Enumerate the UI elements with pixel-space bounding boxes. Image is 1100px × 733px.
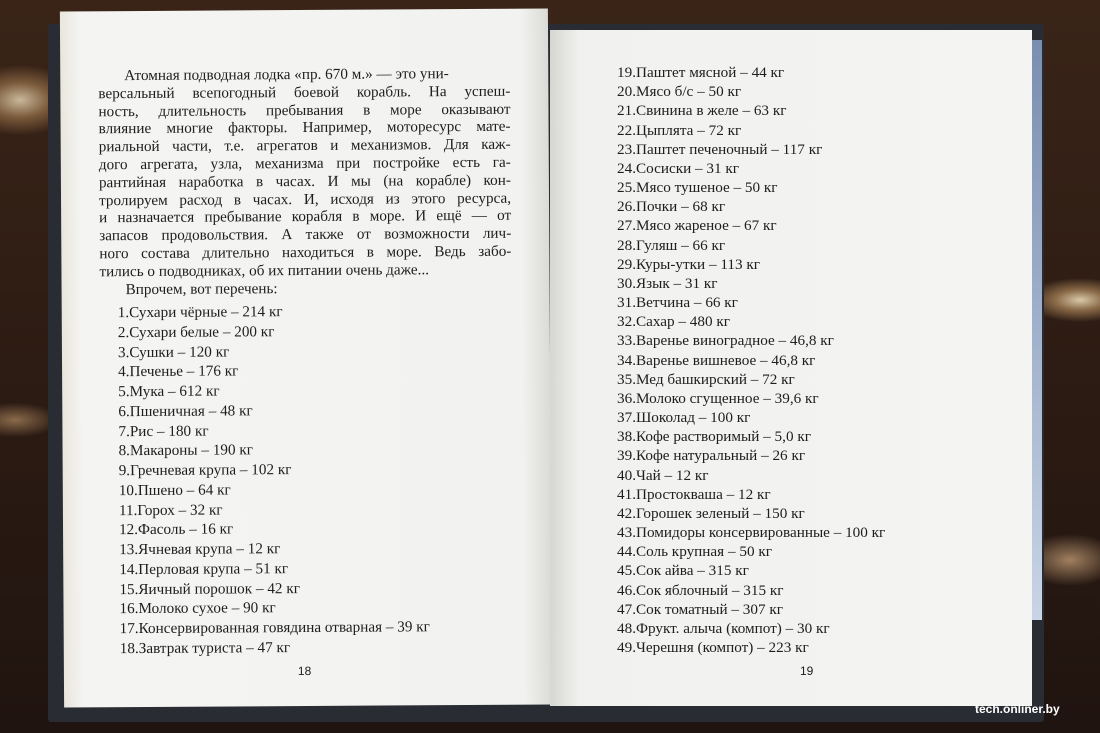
list-item: 16.Молоко сухое – 90 кг <box>119 599 276 618</box>
paragraph-line: Атомная подводная лодка «пр. 670 м.» — э… <box>124 65 449 85</box>
list-item: 28.Гуляш – 66 кг <box>617 236 726 254</box>
list-item: 38.Кофе растворимый – 5,0 кг <box>617 428 811 446</box>
list-item: 41.Простокваша – 12 кг <box>617 485 771 503</box>
list-item: 3.Сушки – 120 кг <box>117 342 230 361</box>
list-item: 15.Яичный порошок – 42 кг <box>119 579 300 598</box>
list-item: 1.Сухари чёрные – 214 кг <box>117 303 283 322</box>
list-item: 25.Мясо тушеное – 50 кг <box>617 179 778 197</box>
list-item: 12.Фасоль – 16 кг <box>118 520 234 539</box>
list-item: 9.Гречневая крупа – 102 кг <box>118 461 292 480</box>
list-item: 11.Горох – 32 кг <box>118 501 223 519</box>
list-item: 29.Куры-утки – 113 кг <box>617 255 760 273</box>
page-number: 19 <box>800 664 814 678</box>
list-item: 2.Сухари белые – 200 кг <box>117 322 275 341</box>
list-item: 37.Шоколад – 100 кг <box>617 409 751 427</box>
list-item: 22.Цыплята – 72 кг <box>617 121 742 139</box>
list-item: 49.Черешня (компот) – 223 кг <box>617 639 809 657</box>
paragraph-line: рантийная наработка в часах. И мы (на ко… <box>98 171 511 192</box>
list-item: 26.Почки – 68 кг <box>617 198 726 216</box>
list-item: 5.Мука – 612 кг <box>118 382 220 401</box>
list-item: 44.Соль крупная – 50 кг <box>617 543 772 561</box>
list-item: 10.Пшено – 64 кг <box>118 481 231 499</box>
list-item: 30.Язык – 31 кг <box>617 274 718 292</box>
list-item: 46.Сок яблочный – 315 кг <box>617 581 784 599</box>
list-item: 31.Ветчина – 66 кг <box>617 294 738 312</box>
list-item: 18.Завтрак туриста – 47 кг <box>119 638 291 657</box>
list-item: 34.Варенье вишневое – 46,8 кг <box>617 351 816 369</box>
left-page: Атомная подводная лодка «пр. 670 м.» — э… <box>59 8 553 708</box>
list-item: 45.Сок айва – 315 кг <box>617 562 749 580</box>
paragraph-line: версальный всепогодный боевой корабль. Н… <box>98 82 511 103</box>
list-item: 20.Мясо б/с – 50 кг <box>617 83 742 101</box>
list-item: 36.Молоко сгущенное – 39,6 кг <box>617 389 819 407</box>
list-item: 23.Паштет печеночный – 117 кг <box>617 140 823 158</box>
paragraph-line: дого агрегата, узла, механизма при постр… <box>98 153 511 174</box>
list-item: 21.Свинина в желе – 63 кг <box>617 102 787 120</box>
list-item: 33.Варенье виноградное – 46,8 кг <box>617 332 834 350</box>
paragraph-line: Впрочем, вот перечень: <box>125 279 278 298</box>
list-item: 17.Консервированная говядина отварная – … <box>119 618 430 638</box>
list-item: 14.Перловая крупа – 51 кг <box>119 559 289 578</box>
list-item: 43.Помидоры консервированные – 100 кг <box>617 524 886 542</box>
list-item: 39.Кофе натуральный – 26 кг <box>617 447 806 465</box>
page-number: 18 <box>297 663 312 679</box>
paragraph-line: ного состава длительно находиться в море… <box>99 242 512 263</box>
list-item: 47.Сок томатный – 307 кг <box>617 600 783 618</box>
list-item: 7.Рис – 180 кг <box>118 422 209 440</box>
list-item: 32.Сахар – 480 кг <box>617 313 730 331</box>
list-item: 42.Горошек зеленый – 150 кг <box>617 504 805 522</box>
list-item: 19.Паштет мясной – 44 кг <box>617 64 785 81</box>
intro-paragraph: Атомная подводная лодка «пр. 670 м.» — э… <box>98 65 511 299</box>
list-item: 6.Пшеничная – 48 кг <box>118 402 253 420</box>
list-item: 35.Мед башкирский – 72 кг <box>617 370 795 388</box>
list-item: 13.Ячневая крупа – 12 кг <box>119 540 281 559</box>
list-item: 27.Мясо жареное – 67 кг <box>617 217 777 235</box>
list-item: 24.Сосиски – 31 кг <box>617 159 739 177</box>
list-item: 4.Печенье – 176 кг <box>118 362 239 381</box>
provisions-list-right: 19.Паштет мясной – 44 кг 20.Мясо б/с – 50… <box>617 63 885 657</box>
list-item: 40.Чай – 12 кг <box>617 466 709 484</box>
provisions-list-left: 1.Сухари чёрные – 214 кг 2.Сухари белые –… <box>118 301 430 658</box>
watermark: tech.onliner.by <box>975 702 1060 716</box>
list-item: 8.Макароны – 190 кг <box>118 441 254 460</box>
list-item: 48.Фрукт. алыча (компот) – 30 кг <box>617 619 830 637</box>
right-page: 19.Паштет мясной – 44 кг 20.Мясо б/с – 50… <box>550 30 1032 706</box>
